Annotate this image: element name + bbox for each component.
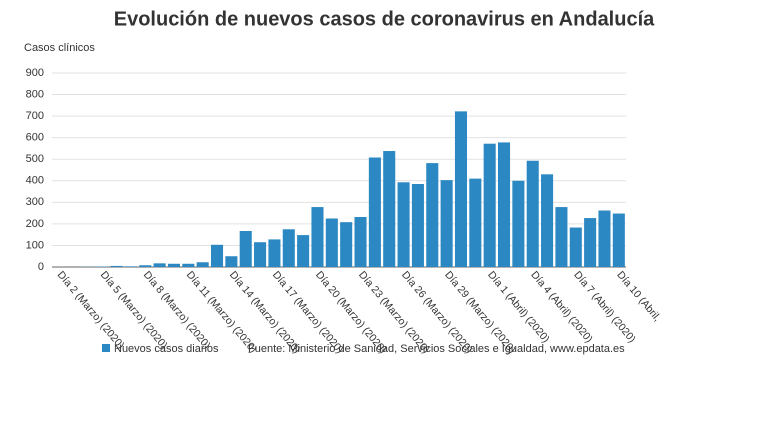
bar bbox=[570, 228, 582, 267]
bar bbox=[340, 222, 352, 267]
bar bbox=[354, 217, 366, 267]
y-tick-label: 400 bbox=[26, 175, 44, 187]
bar bbox=[254, 242, 266, 267]
bar bbox=[555, 207, 567, 267]
bar bbox=[441, 180, 453, 267]
legend-swatch bbox=[102, 344, 110, 352]
y-tick-label: 700 bbox=[26, 110, 44, 122]
bar bbox=[484, 144, 496, 267]
bar bbox=[326, 219, 338, 268]
source-note: Fuente: Ministerio de Sanidad, Servicios… bbox=[248, 343, 625, 355]
y-tick-label: 100 bbox=[26, 239, 44, 251]
y-tick-label: 0 bbox=[38, 261, 44, 273]
bar bbox=[412, 184, 424, 267]
y-tick-label: 900 bbox=[26, 67, 44, 79]
bar bbox=[512, 181, 524, 267]
bar bbox=[139, 265, 151, 267]
bar bbox=[225, 256, 237, 267]
y-tick-label: 800 bbox=[26, 88, 44, 100]
bar bbox=[469, 179, 481, 267]
chart-title: Evolución de nuevos casos de coronavirus… bbox=[114, 8, 655, 30]
bar bbox=[541, 174, 553, 267]
bar bbox=[311, 207, 323, 267]
y-axis-label: Casos clínicos bbox=[24, 42, 95, 54]
bar bbox=[584, 218, 596, 267]
bar bbox=[125, 266, 137, 267]
bar bbox=[111, 266, 123, 267]
y-tick-label: 500 bbox=[26, 153, 44, 165]
bar bbox=[398, 182, 410, 267]
bar bbox=[197, 262, 209, 267]
bar bbox=[297, 235, 309, 267]
y-tick-label: 600 bbox=[26, 132, 44, 144]
bar bbox=[498, 142, 510, 267]
bar bbox=[268, 239, 280, 267]
bar bbox=[154, 263, 166, 267]
bar bbox=[240, 231, 252, 267]
bar bbox=[211, 245, 223, 267]
bar bbox=[182, 264, 194, 267]
bar bbox=[455, 111, 467, 267]
bar bbox=[168, 264, 180, 267]
bar bbox=[527, 161, 539, 267]
y-tick-label: 200 bbox=[26, 218, 44, 230]
bar bbox=[369, 157, 381, 267]
bar bbox=[283, 229, 295, 267]
bar bbox=[598, 211, 610, 267]
bar bbox=[383, 151, 395, 267]
bar bbox=[426, 163, 438, 267]
y-tick-label: 300 bbox=[26, 196, 44, 208]
bar bbox=[613, 214, 625, 267]
